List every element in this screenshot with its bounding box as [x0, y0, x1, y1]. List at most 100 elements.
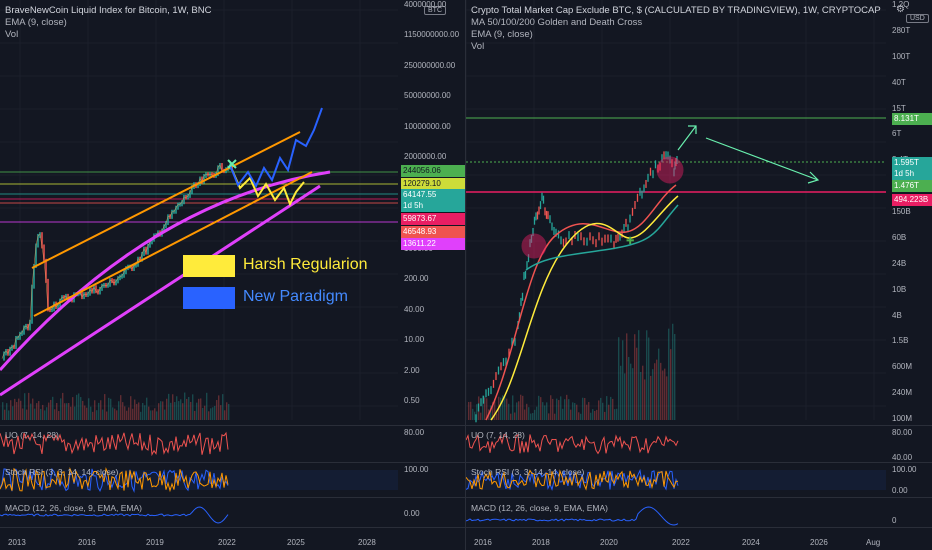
volume-bar	[652, 369, 654, 420]
left-indicator-ema[interactable]: EMA (9, close)	[5, 17, 67, 28]
left-stoch-label[interactable]: Stoch RSI (3, 3, 14, 14, close)	[5, 467, 119, 477]
right-osc-divider-3[interactable]	[466, 497, 932, 498]
left-time-label: 2019	[146, 538, 164, 547]
right-y-label: 240M	[892, 388, 913, 398]
left-chart-title[interactable]: BraveNewCoin Liquid Index for Bitcoin, 1…	[5, 5, 212, 16]
volume-bar	[564, 399, 566, 420]
volume-bar	[110, 398, 112, 420]
golden-cross-marker: ✚	[626, 236, 634, 247]
volume-bar	[640, 371, 642, 420]
right-indicator-vol[interactable]: Vol	[471, 41, 485, 52]
right-macd-label[interactable]: MACD (12, 26, close, 9, EMA, EMA)	[471, 503, 608, 513]
volume-bar	[160, 401, 162, 420]
left-indicator-vol[interactable]: Vol	[5, 29, 19, 40]
right-chart-canvas[interactable]: ✚	[466, 0, 932, 550]
volume-bar	[538, 395, 540, 420]
volume-bar	[512, 395, 514, 420]
volume-bar	[614, 409, 616, 420]
volume-bar	[42, 404, 44, 420]
left-time-label: 2025	[287, 538, 305, 547]
volume-bar	[654, 363, 656, 420]
volume-bar	[114, 408, 116, 420]
right-stoch-label[interactable]: Stoch RSI (3, 3, 14, 14, close)	[471, 467, 585, 477]
gear-icon[interactable]: ⚙	[896, 4, 905, 15]
right-uo-label[interactable]: UO (7, 14, 28)	[471, 430, 525, 440]
left-time-label: 2022	[218, 538, 236, 547]
volume-bar	[592, 409, 594, 420]
volume-bar	[84, 405, 86, 420]
volume-bar	[32, 398, 34, 420]
volume-bar	[662, 370, 664, 420]
volume-bar	[602, 402, 604, 420]
volume-bar	[208, 411, 210, 420]
volume-bar	[534, 409, 536, 420]
uo-line	[466, 432, 679, 455]
volume-bar	[4, 409, 6, 420]
left-y-label: 50000000.00	[404, 91, 451, 101]
volume-bar	[526, 403, 528, 420]
up-arrow-head	[688, 125, 697, 134]
volume-bar	[66, 403, 68, 420]
volume-bar	[94, 400, 96, 420]
left-osc-divider-1[interactable]	[0, 425, 465, 426]
volume-bar	[664, 368, 666, 420]
volume-bar	[22, 408, 24, 420]
volume-bar	[214, 405, 216, 420]
volume-bar	[24, 393, 26, 420]
volume-bar	[508, 403, 510, 420]
left-y-label: 250000000.00	[404, 60, 456, 70]
left-price-tag: 120279.10	[401, 178, 465, 190]
left-y-label: 10000000.00	[404, 121, 451, 131]
right-osc-divider-1[interactable]	[466, 425, 932, 426]
volume-bar	[572, 402, 574, 420]
harsh-regulation-swatch	[183, 255, 235, 277]
stoch-d-line	[0, 466, 229, 493]
volume-bar	[648, 337, 650, 420]
right-price-tag: 1.595T	[892, 157, 932, 169]
left-macd-label[interactable]: MACD (12, 26, close, 9, EMA, EMA)	[5, 503, 142, 513]
volume-bar	[218, 395, 220, 420]
left-chart-canvas[interactable]	[0, 0, 465, 550]
volume-bar	[228, 403, 230, 420]
volume-bar	[658, 348, 660, 420]
volume-bar	[180, 399, 182, 420]
volume-bar	[80, 397, 82, 420]
right-chart-title[interactable]: Crypto Total Market Cap Exclude BTC, $ (…	[471, 5, 881, 16]
volume-bar	[580, 413, 582, 420]
death-cross-circle	[521, 233, 547, 259]
volume-bar	[140, 411, 142, 420]
volume-bar	[64, 403, 66, 420]
volume-bar	[576, 404, 578, 420]
volume-bar	[562, 408, 564, 420]
left-uo-label[interactable]: UO (7, 14, 28)	[5, 430, 59, 440]
volume-bar	[18, 398, 20, 420]
volume-bar	[76, 394, 78, 420]
left-osc-divider-2[interactable]	[0, 462, 465, 463]
right-currency-badge[interactable]: USD	[906, 14, 929, 23]
right-indicator-ema[interactable]: EMA (9, close)	[471, 29, 533, 40]
left-osc-divider-3[interactable]	[0, 497, 465, 498]
volume-bar	[172, 394, 174, 420]
volume-bar	[8, 410, 10, 420]
left-time-divider	[0, 527, 465, 528]
left-currency-badge[interactable]: BTC	[424, 6, 446, 15]
stoch-d-line	[466, 469, 679, 491]
volume-bar	[156, 411, 158, 420]
left-y-label: 0.50	[404, 396, 420, 405]
volume-bar	[474, 411, 476, 420]
volume-bar	[504, 396, 506, 420]
volume-bar	[130, 396, 132, 420]
right-osc-divider-2[interactable]	[466, 462, 932, 463]
left-chart-pane[interactable]: BraveNewCoin Liquid Index for Bitcoin, 1…	[0, 0, 466, 550]
right-macd-value: 0	[892, 516, 897, 525]
volume-bar	[30, 403, 32, 420]
volume-bar	[158, 403, 160, 420]
volume-bar	[152, 410, 154, 420]
right-indicator-ma[interactable]: MA 50/100/200 Golden and Death Cross	[471, 17, 643, 28]
volume-bar	[636, 347, 638, 420]
left-y-label: 200.00	[404, 274, 429, 284]
harsh-regulation-path	[229, 164, 305, 207]
right-chart-pane[interactable]: ✚ Crypto Total Market Cap Exclude BTC, $…	[466, 0, 932, 550]
volume-bar	[204, 405, 206, 420]
right-y-label: 15T	[892, 103, 906, 113]
